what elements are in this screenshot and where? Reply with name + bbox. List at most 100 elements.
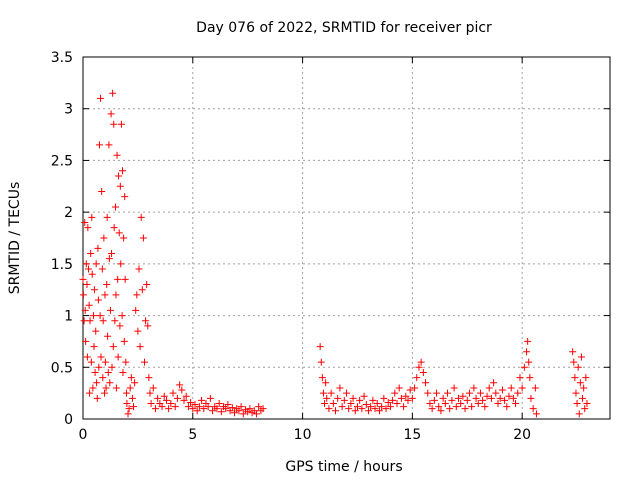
data-point: [452, 403, 460, 411]
data-point: [393, 399, 401, 407]
data-point: [134, 327, 142, 335]
data-point: [222, 405, 230, 413]
data-point: [87, 358, 95, 366]
data-point: [115, 172, 123, 180]
data-point: [529, 405, 537, 413]
data-point: [400, 403, 408, 411]
data-point: [81, 306, 89, 314]
data-point: [483, 392, 491, 400]
data-point: [89, 384, 97, 392]
data-point: [323, 394, 331, 402]
data-point: [92, 327, 100, 335]
data-point: [154, 394, 162, 402]
data-point: [99, 374, 107, 382]
data-point: [191, 401, 199, 409]
data-point: [479, 396, 487, 404]
data-point: [345, 405, 353, 413]
data-point: [325, 405, 333, 413]
data-point: [124, 410, 132, 418]
data-point: [321, 399, 329, 407]
data-point: [105, 141, 113, 149]
data-point: [146, 389, 154, 397]
data-point: [143, 281, 151, 289]
data-point: [362, 401, 370, 409]
data-point: [526, 374, 534, 382]
data-point: [86, 317, 94, 325]
data-point: [531, 384, 539, 392]
data-point: [457, 399, 465, 407]
data-point: [200, 405, 208, 413]
data-point: [426, 399, 434, 407]
y-tick-label: 1: [64, 309, 73, 325]
data-point: [492, 389, 500, 397]
data-point: [347, 399, 355, 407]
data-point: [180, 396, 188, 404]
data-point: [413, 374, 421, 382]
data-point: [319, 389, 327, 397]
data-point: [338, 403, 346, 411]
data-point: [450, 384, 458, 392]
data-point: [110, 224, 118, 232]
data-point: [90, 312, 98, 320]
data-point: [422, 379, 430, 387]
data-point: [468, 403, 476, 411]
data-point: [579, 394, 587, 402]
x-tick-label: 5: [188, 427, 197, 443]
data-point: [371, 405, 379, 413]
data-point: [91, 368, 99, 376]
data-point: [173, 394, 181, 402]
data-point: [139, 234, 147, 242]
data-point: [520, 363, 528, 371]
data-point: [343, 389, 350, 397]
data-point: [193, 407, 201, 415]
data-point: [169, 389, 177, 397]
data-point: [206, 394, 214, 402]
y-tick-label: 2: [64, 205, 73, 221]
data-point: [88, 270, 96, 278]
data-point: [131, 379, 139, 387]
data-point: [512, 399, 520, 407]
data-point: [373, 399, 381, 407]
data-point: [524, 337, 532, 345]
data-point: [446, 405, 454, 413]
data-point: [114, 275, 122, 283]
data-point: [437, 407, 445, 415]
data-point: [83, 281, 91, 289]
data-point: [136, 343, 144, 351]
data-point: [509, 394, 517, 402]
data-point: [82, 260, 90, 268]
data-point: [82, 337, 90, 345]
data-point: [501, 396, 509, 404]
data-point: [114, 353, 122, 361]
data-point: [382, 405, 390, 413]
data-point: [577, 353, 585, 361]
data-point: [112, 291, 120, 299]
data-point: [406, 386, 414, 394]
data-point: [97, 353, 105, 361]
data-point: [494, 399, 502, 407]
data-point: [391, 389, 399, 397]
data-point: [176, 381, 184, 389]
data-point: [98, 265, 106, 273]
data-point: [228, 404, 236, 412]
y-tick-label: 3.5: [51, 50, 73, 66]
data-point: [90, 343, 98, 351]
data-point: [142, 317, 150, 325]
data-point: [395, 384, 403, 392]
data-point: [215, 399, 223, 407]
data-point: [204, 403, 212, 411]
data-point: [353, 403, 361, 411]
data-point: [364, 407, 372, 415]
data-point: [465, 389, 473, 397]
data-point: [448, 396, 456, 404]
data-point: [80, 317, 88, 325]
data-point: [109, 89, 117, 97]
data-point: [93, 379, 101, 387]
data-point: [246, 405, 254, 413]
data-point: [574, 363, 582, 371]
data-point: [128, 394, 136, 402]
data-point: [380, 394, 388, 402]
data-point: [317, 358, 325, 366]
data-point: [126, 384, 134, 392]
